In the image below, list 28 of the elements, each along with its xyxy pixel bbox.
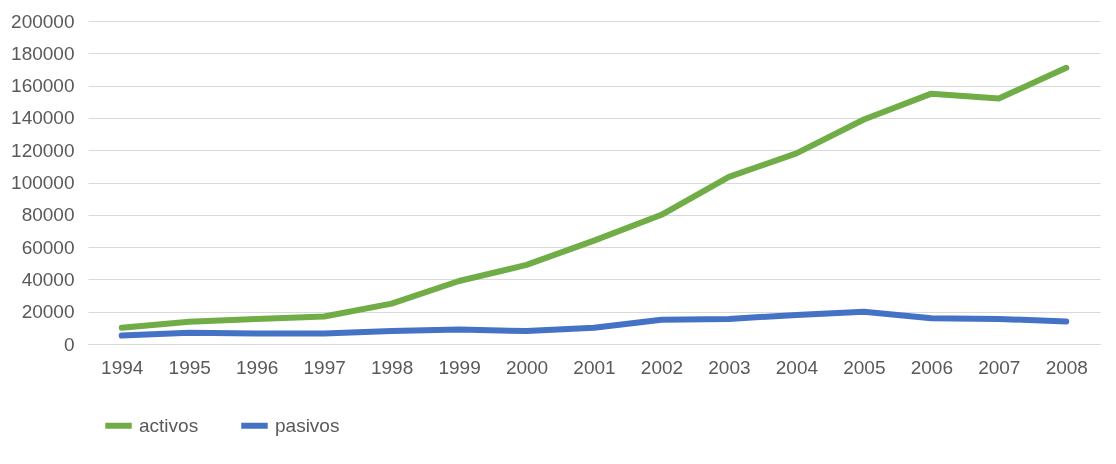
x-tick-label: 1997 (303, 356, 346, 378)
x-tick-label: 2001 (573, 356, 616, 378)
y-tick-label: 200000 (11, 10, 75, 32)
x-tick-label: 1994 (101, 356, 144, 378)
y-tick-label: 0 (63, 333, 75, 355)
x-tick-label: 2002 (640, 356, 684, 378)
x-tick-label: 2008 (1045, 356, 1088, 378)
x-tick-label: 1999 (438, 356, 481, 378)
y-tick-label: 180000 (11, 42, 75, 64)
y-tick-label: 40000 (21, 268, 75, 290)
y-tick-label: 60000 (21, 236, 75, 258)
legend-label: pasivos (275, 414, 340, 436)
y-tick-label: 80000 (21, 204, 75, 226)
x-tick-label: 1995 (168, 356, 211, 378)
x-tick-label: 1998 (370, 356, 414, 378)
x-tick-label: 2006 (910, 356, 953, 378)
x-tick-label: 2004 (775, 356, 819, 378)
y-tick-label: 140000 (11, 107, 75, 129)
x-tick-label: 2007 (978, 356, 1021, 378)
x-tick-label: 2003 (708, 356, 751, 378)
x-tick-label: 1996 (236, 356, 279, 378)
y-tick-label: 20000 (21, 301, 75, 323)
x-tick-label: 2005 (843, 356, 886, 378)
x-tick-label: 2000 (505, 356, 549, 378)
legend-label: activos (139, 414, 199, 436)
y-tick-label: 160000 (11, 75, 75, 97)
y-tick-label: 120000 (11, 139, 75, 161)
y-tick-label: 100000 (11, 172, 75, 193)
